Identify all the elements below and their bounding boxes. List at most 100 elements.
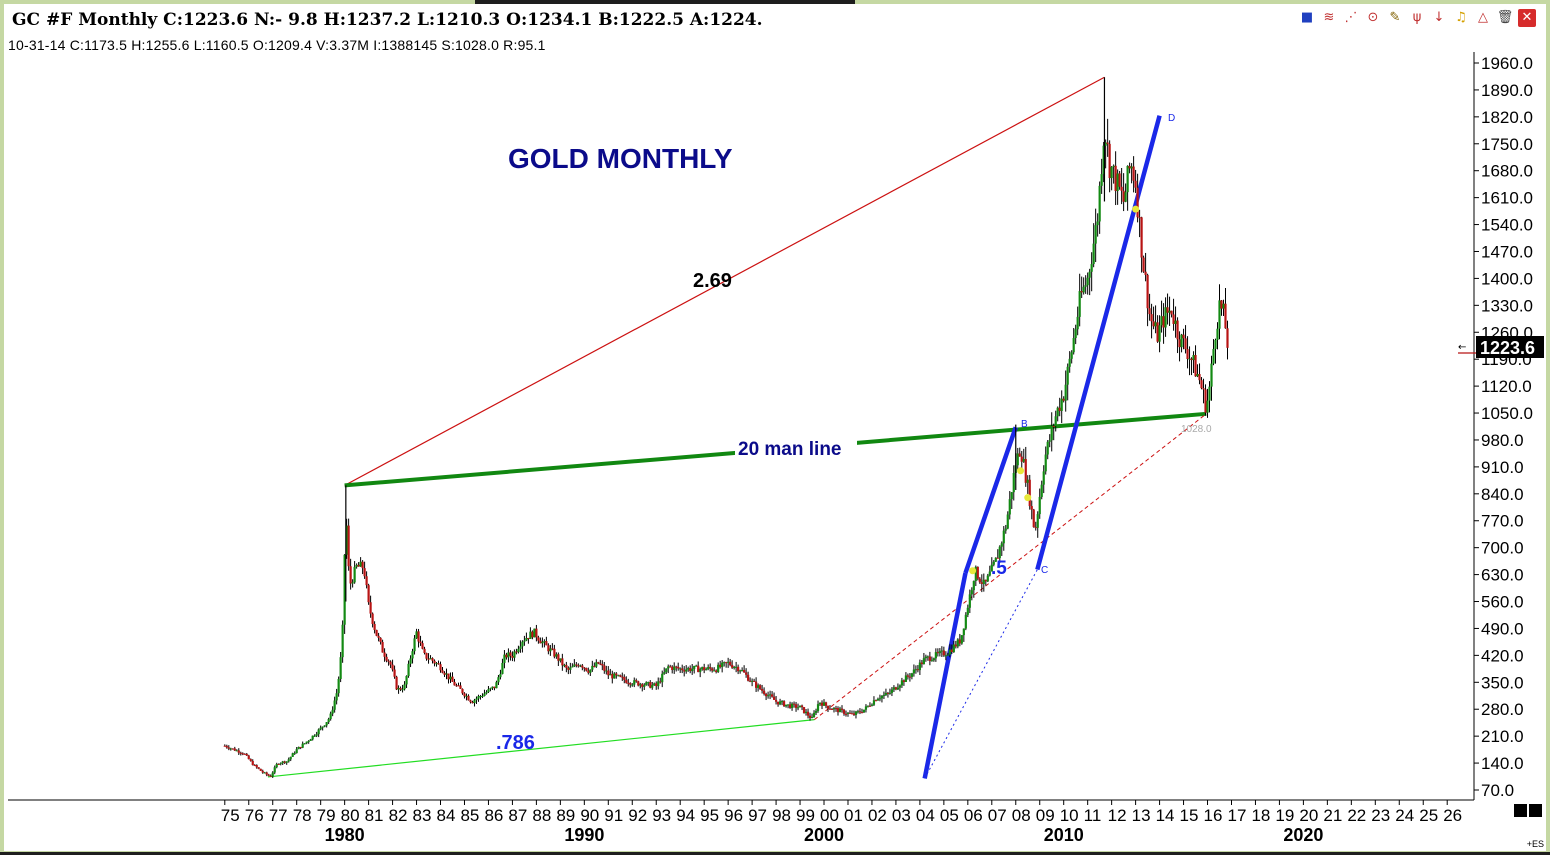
candle-body — [575, 664, 578, 666]
x-tick-label: 80 — [341, 806, 360, 825]
candle-body — [641, 684, 644, 687]
candle-body — [766, 695, 770, 697]
candle-body — [1176, 320, 1179, 340]
ratio-2-69-label: 2.69 — [693, 270, 732, 292]
candle-body — [631, 684, 634, 686]
candle-body — [357, 564, 360, 567]
window-tab[interactable] — [475, 0, 855, 4]
candle-body — [715, 670, 718, 672]
candle-body — [1120, 186, 1123, 191]
scroll-right-button[interactable] — [1529, 804, 1542, 817]
candle-body — [834, 708, 838, 710]
candle-body — [1118, 173, 1121, 187]
candle-body — [976, 566, 979, 579]
candle-body — [974, 566, 977, 582]
candle-body — [850, 713, 854, 715]
candle-body — [713, 670, 716, 672]
candle-body — [367, 585, 370, 603]
candle-body — [403, 684, 406, 690]
candle-body — [727, 661, 730, 663]
candle-body — [898, 685, 902, 688]
candle-body — [361, 561, 364, 569]
decade-label: 2010 — [1044, 825, 1084, 845]
candle-body — [1052, 425, 1055, 427]
candle-body — [315, 734, 318, 736]
candle-body — [397, 688, 400, 690]
arrow-down-icon[interactable]: ↓ — [1433, 10, 1445, 25]
bell-icon[interactable]: ♫ — [1455, 10, 1467, 25]
candle-body — [924, 656, 927, 659]
fan-icon[interactable]: ⋰ — [1344, 10, 1358, 25]
candle-body — [525, 638, 528, 641]
cycle-icon[interactable]: ⊙ — [1367, 10, 1379, 25]
candle-body — [914, 669, 917, 671]
candle-body — [711, 668, 714, 671]
candle-body — [757, 685, 760, 688]
candle-body — [896, 687, 900, 690]
candle-body — [601, 664, 604, 666]
candle-body — [381, 642, 384, 653]
x-tick-label: 91 — [604, 806, 623, 825]
candle-body — [407, 663, 410, 676]
close-icon[interactable]: ✕ — [1518, 9, 1536, 27]
chart-style-icon[interactable]: ■ — [1300, 10, 1314, 25]
candle-body — [593, 665, 596, 667]
candle-body — [537, 637, 540, 641]
scroll-buttons[interactable] — [1514, 804, 1542, 817]
candle-body — [796, 707, 800, 709]
candle-body — [509, 652, 512, 656]
fib-marker — [1132, 205, 1140, 213]
candle-body — [311, 735, 314, 740]
candle-body — [798, 705, 802, 708]
candle-body — [461, 688, 464, 694]
x-tick-label: 88 — [532, 806, 551, 825]
scroll-left-button[interactable] — [1514, 804, 1527, 817]
candle-body — [513, 651, 516, 658]
price-marker-arrow: ← — [1458, 342, 1466, 353]
x-tick-label: 19 — [1275, 806, 1294, 825]
candle-body — [673, 666, 676, 670]
candle-body — [681, 668, 684, 671]
candle-body — [778, 701, 782, 705]
candle-body — [1006, 514, 1009, 529]
candle-body — [329, 713, 332, 720]
candle-body — [737, 666, 740, 672]
candle-body — [1158, 325, 1161, 342]
candle-body — [489, 688, 492, 690]
candle-body — [1142, 257, 1145, 272]
candle-body — [792, 703, 796, 705]
candle-body — [695, 665, 698, 667]
candle-body — [958, 639, 961, 644]
candle-body — [701, 667, 704, 670]
candle-body — [671, 666, 674, 670]
candle-body — [347, 525, 350, 567]
x-tick-label: 94 — [676, 806, 695, 825]
candle-body — [231, 748, 234, 750]
candle-body — [846, 712, 850, 714]
candle-body — [1128, 165, 1131, 169]
y-tick-label: 350.0 — [1481, 673, 1524, 692]
candle-body — [663, 672, 666, 674]
candle-body — [862, 709, 866, 713]
candle-body — [569, 667, 572, 670]
candle-body — [998, 546, 1001, 559]
candle-body — [733, 666, 736, 668]
candle-body — [273, 767, 276, 773]
y-tick-label: 1750.0 — [1481, 135, 1533, 154]
candle-body — [323, 725, 326, 727]
drawing-toolbar: ■ ≋ ⋰ ⊙ ✎ ψ ↓ ♫ △ 🗑 ✕ — [1298, 8, 1536, 28]
triangle-icon[interactable]: △ — [1478, 10, 1488, 25]
candle-body — [327, 719, 330, 723]
fib-arc-icon[interactable]: ≋ — [1323, 10, 1335, 25]
y-tick-label: 630.0 — [1481, 566, 1524, 585]
candle-body — [467, 695, 470, 701]
andrews-pitchfork-icon[interactable]: ψ — [1412, 10, 1422, 25]
candle-body — [952, 644, 955, 653]
x-tick-label: 21 — [1323, 806, 1342, 825]
trash-icon[interactable]: 🗑 — [1496, 10, 1514, 25]
candle-body — [515, 651, 518, 653]
candle-body — [729, 661, 732, 666]
candle-body — [527, 638, 530, 640]
pencil-icon[interactable]: ✎ — [1389, 10, 1401, 25]
